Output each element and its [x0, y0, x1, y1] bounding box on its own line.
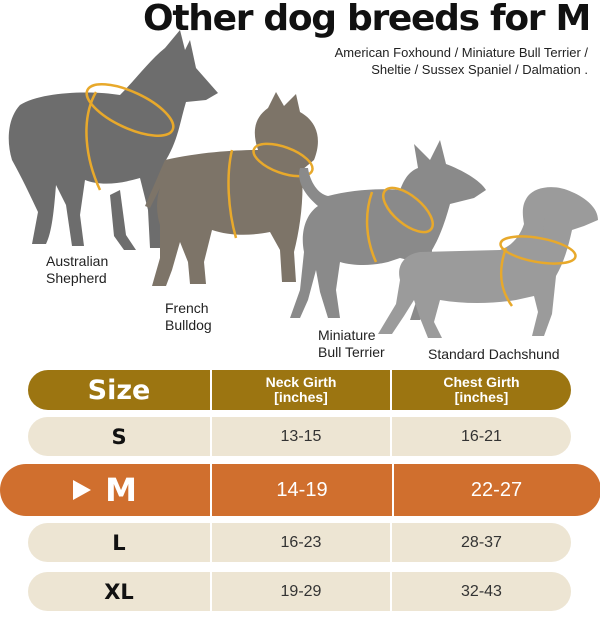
size-row-m-highlighted: M 14-19 22-27 — [0, 464, 600, 516]
play-arrow-icon — [73, 480, 92, 500]
header-neck-unit: [inches] — [274, 389, 328, 405]
neck-girth-cell: 14-19 — [210, 464, 394, 516]
header-chest-unit: [inches] — [454, 389, 509, 405]
size-row-l: L 16-23 28-37 — [28, 523, 571, 562]
size-chart-header: Size Neck Girth [inches] Chest Girth [in… — [28, 370, 571, 410]
header-size: Size — [87, 374, 151, 406]
size-cell: S — [111, 424, 127, 449]
neck-girth-cell: 13-15 — [210, 417, 392, 456]
dog-label-line: Standard Dachshund — [428, 346, 560, 362]
chest-girth-cell: 22-27 — [470, 478, 523, 501]
dog-label-standard-dachshund: Standard Dachshund — [428, 346, 560, 363]
size-cell-label: M — [105, 471, 137, 509]
dog-label-line: French — [165, 300, 209, 316]
page-title: Other dog breeds for M — [143, 0, 591, 39]
french-bulldog-silhouette — [145, 92, 318, 286]
header-chest-girth: Chest Girth [inches] — [392, 370, 571, 410]
header-neck-girth: Neck Girth [inches] — [210, 370, 392, 410]
neck-girth-cell: 16-23 — [210, 523, 392, 562]
dog-label-line: Shepherd — [46, 270, 107, 286]
breed-list-line: American Foxhound / Miniature Bull Terri… — [334, 45, 588, 60]
size-row-xl: XL 19-29 32-43 — [28, 572, 571, 611]
australian-shepherd-silhouette — [8, 30, 219, 250]
size-cell: XL — [104, 579, 134, 604]
dog-label-french-bulldog: French Bulldog — [165, 300, 212, 334]
dog-label-line: Bull Terrier — [318, 344, 385, 360]
size-cell: M — [0, 464, 210, 516]
dog-label-miniature-bull-terrier: Miniature Bull Terrier — [318, 327, 385, 361]
size-chart-table: Size Neck Girth [inches] Chest Girth [in… — [0, 370, 600, 621]
size-cell: L — [112, 530, 126, 555]
chest-girth-cell: 16-21 — [461, 427, 502, 445]
chest-girth-cell: 32-43 — [461, 582, 502, 600]
breed-list-line: Sheltie / Sussex Spaniel / Dalmation . — [371, 62, 588, 77]
dog-label-line: Australian — [46, 253, 109, 269]
dog-illustrations — [8, 30, 598, 338]
header-neck-title: Neck Girth — [265, 374, 337, 390]
dog-label-line: Bulldog — [165, 317, 212, 333]
breed-list: American Foxhound / Miniature Bull Terri… — [335, 44, 588, 78]
size-row-s: S 13-15 16-21 — [28, 417, 571, 456]
neck-girth-cell: 19-29 — [210, 572, 392, 611]
chest-girth-cell: 28-37 — [461, 533, 502, 551]
header-chest-title: Chest Girth — [443, 374, 520, 390]
dog-label-line: Miniature — [318, 327, 376, 343]
miniature-bull-terrier-silhouette — [290, 140, 486, 320]
standard-dachshund-silhouette — [378, 187, 598, 338]
dog-label-australian-shepherd: Australian Shepherd — [46, 253, 108, 287]
